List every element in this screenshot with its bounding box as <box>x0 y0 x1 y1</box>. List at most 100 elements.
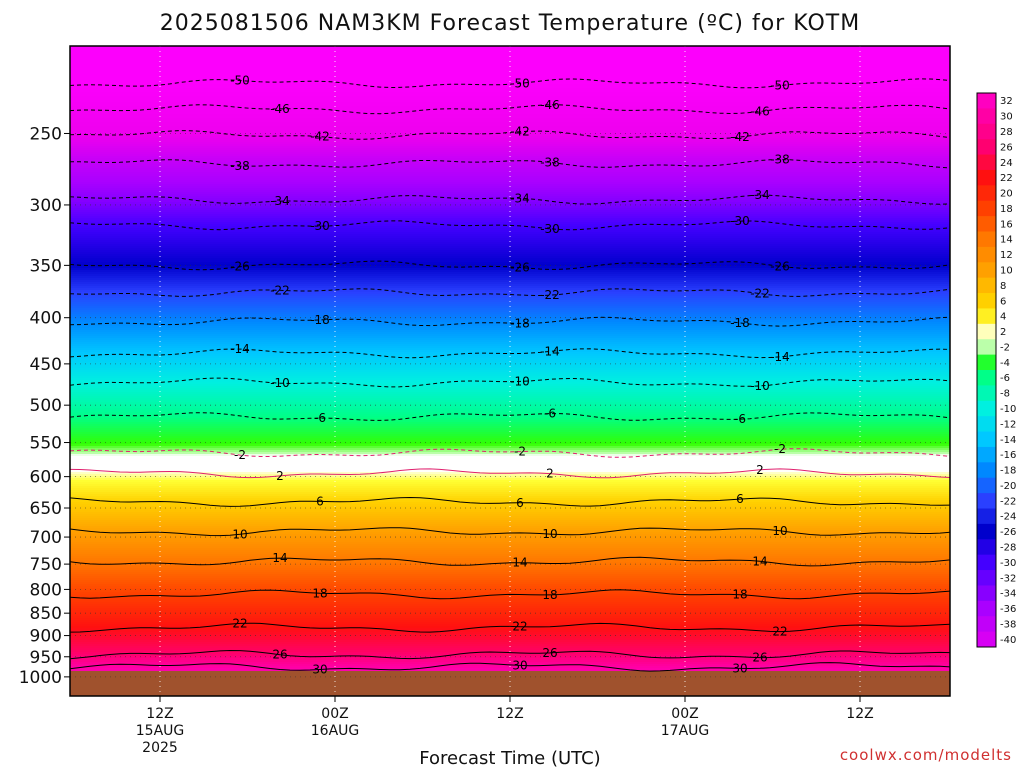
contour-label: -34 <box>270 194 290 208</box>
contour-line <box>69 377 951 388</box>
temperature-band <box>70 62 950 65</box>
temperature-band <box>70 606 950 609</box>
temperature-band <box>70 274 950 277</box>
temperature-band <box>70 332 950 335</box>
colorbar-swatch <box>977 370 996 386</box>
temperature-band <box>70 116 950 119</box>
temperature-band <box>70 496 950 499</box>
contour-label: 10 <box>232 527 247 541</box>
temperature-band <box>70 554 950 557</box>
temperature-band <box>70 656 950 659</box>
colorbar-swatch <box>977 477 996 494</box>
temperature-band <box>70 192 950 195</box>
colorbar-label: -2 <box>1000 342 1010 353</box>
temperature-band <box>70 586 950 589</box>
temperature-band <box>70 572 950 575</box>
temperature-band <box>70 448 950 451</box>
temperature-band <box>70 346 950 349</box>
temperature-band <box>70 252 950 255</box>
temperature-band <box>70 108 950 111</box>
temperature-band <box>70 492 950 495</box>
contour-label: -46 <box>750 104 770 118</box>
temperature-band <box>70 178 950 181</box>
y-tick-label: 500 <box>30 396 62 416</box>
temperature-band <box>70 112 950 115</box>
colorbar-label: 28 <box>1000 127 1013 138</box>
temperature-band <box>70 388 950 391</box>
temperature-band <box>70 188 950 191</box>
temperature-band <box>70 342 950 345</box>
temperature-band <box>70 362 950 365</box>
contour-label: 10 <box>772 524 787 538</box>
temperature-band <box>70 464 950 467</box>
temperature-band <box>70 546 950 549</box>
temperature-band <box>70 514 950 517</box>
contour-label: 18 <box>542 588 557 602</box>
temperature-band <box>70 456 950 459</box>
contour-label: 30 <box>312 662 327 676</box>
y-tick-label: 550 <box>30 434 62 454</box>
temperature-band <box>70 548 950 551</box>
temperature-band <box>70 158 950 161</box>
contour-label: -26 <box>770 259 790 273</box>
temperature-band <box>70 552 950 555</box>
temperature-band <box>70 596 950 599</box>
temperature-band <box>70 322 950 325</box>
contour-label: 14 <box>752 554 767 568</box>
temperature-band <box>70 624 950 627</box>
x-tick-label: 12Z <box>496 706 523 722</box>
temperature-band <box>70 336 950 339</box>
temperature-band <box>70 176 950 179</box>
temperature-band <box>70 84 950 87</box>
temperature-band <box>70 614 950 617</box>
temperature-band <box>70 334 950 337</box>
temperature-band <box>70 292 950 295</box>
temperature-band <box>70 462 950 465</box>
temperature-band <box>70 78 950 81</box>
temperature-band <box>70 306 950 309</box>
temperature-band <box>70 574 950 577</box>
temperature-band <box>70 358 950 361</box>
temperature-band <box>70 56 950 59</box>
temperature-band <box>70 538 950 541</box>
temperature-band <box>70 304 950 307</box>
contour-label: -14 <box>230 342 250 356</box>
temperature-band <box>70 172 950 175</box>
contour-label: 30 <box>512 658 527 672</box>
colorbar-label: -16 <box>1000 450 1016 461</box>
ground-surface <box>70 670 950 696</box>
temperature-band <box>70 324 950 327</box>
contour-line <box>69 130 951 140</box>
colorbar-label: 26 <box>1000 142 1013 153</box>
temperature-band <box>70 466 950 469</box>
temperature-band <box>70 268 950 271</box>
temperature-band <box>70 138 950 141</box>
chart-title: 2025081506 NAM3KM Forecast Temperature (… <box>160 11 860 36</box>
contour-line <box>69 412 951 421</box>
temperature-band <box>70 72 950 75</box>
contour-line <box>69 556 951 567</box>
contour-label: -10 <box>750 379 770 393</box>
colorbar-swatch <box>977 108 996 125</box>
contour-label: -26 <box>230 260 250 274</box>
temperature-band <box>70 444 950 447</box>
colorbar-label: 16 <box>1000 219 1013 230</box>
temperature-band <box>70 282 950 285</box>
temperature-band <box>70 566 950 569</box>
y-tick-label: 800 <box>30 580 62 600</box>
colorbar-label: -8 <box>1000 389 1010 400</box>
temperature-band <box>70 438 950 441</box>
temperature-band <box>70 234 950 237</box>
contour-label: -6 <box>734 412 746 426</box>
temperature-band <box>70 136 950 139</box>
temperature-band <box>70 182 950 185</box>
colorbar-swatch <box>977 139 996 156</box>
contour-label: -50 <box>510 76 530 90</box>
contour-label: 6 <box>316 494 324 508</box>
temperature-band <box>70 526 950 529</box>
temperature-band <box>70 168 950 171</box>
temperature-band <box>70 414 950 417</box>
contour-label: -14 <box>540 344 560 358</box>
contour-label: 2 <box>756 463 764 477</box>
temperature-band <box>70 338 950 341</box>
